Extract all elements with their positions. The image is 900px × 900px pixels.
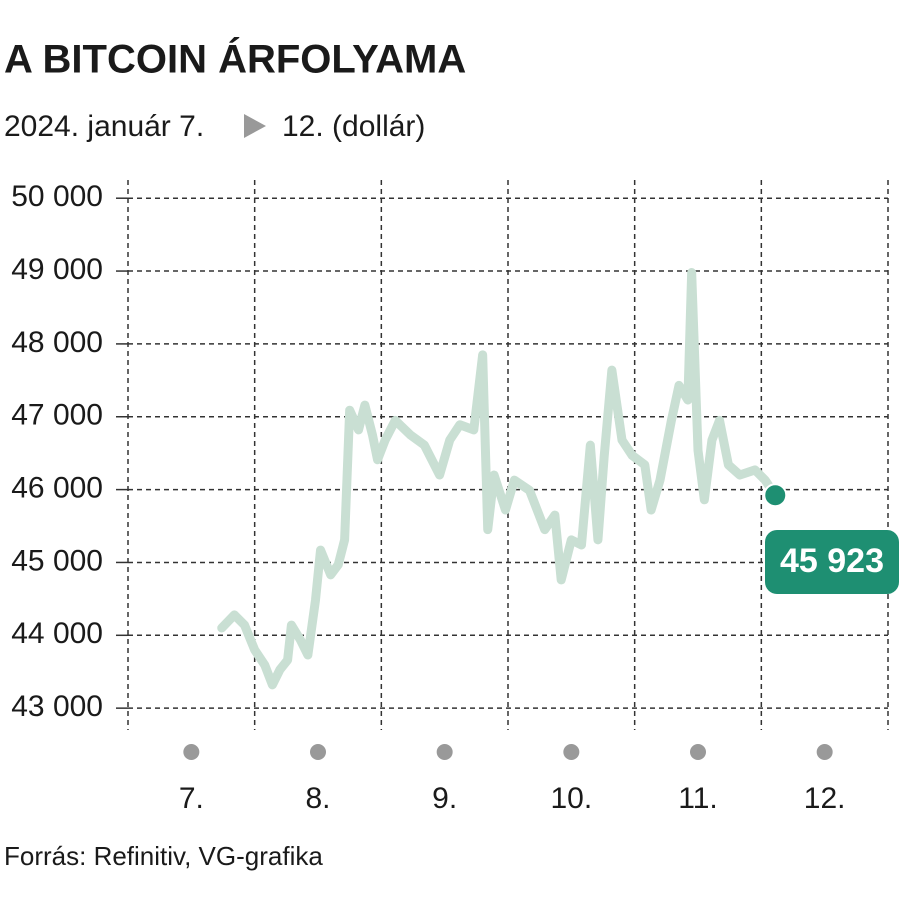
source: Forrás: Refinitiv, VG-grafika [4,841,323,871]
x-tick-dot [310,744,326,760]
x-tick-dot [816,744,833,760]
value-label-box [765,530,899,594]
y-tick-label: 43 000 [11,690,103,723]
x-tick-label: 8. [305,782,330,815]
y-tick-label: 46 000 [11,472,103,505]
subtitle-end: 12. (dollár) [282,110,425,143]
y-tick-label: 48 000 [11,326,103,359]
x-tick-dot [690,744,706,760]
x-tick-dot [563,744,580,760]
chart-title: A BITCOIN ÁRFOLYAMA [4,37,466,82]
y-tick-label: 45 000 [11,544,103,577]
x-tick-label: 11. [678,782,717,815]
x-tick-label: 10. [550,782,592,815]
value-label: 45 923 [780,542,884,580]
y-tick-label: 47 000 [11,399,103,432]
x-tick-dot [436,744,453,760]
price-line [217,268,780,690]
x-tick-label: 12. [804,782,846,815]
y-tick-label: 50 000 [11,180,103,213]
arrow-icon [244,114,266,138]
x-tick-label: 9. [432,782,457,815]
y-tick-label: 49 000 [11,253,103,286]
x-tick-label: 7. [179,782,204,815]
y-tick-label: 44 000 [11,617,103,650]
x-tick-dot [183,744,200,760]
end-marker [763,483,788,508]
subtitle-start: 2024. január 7. [4,110,204,143]
